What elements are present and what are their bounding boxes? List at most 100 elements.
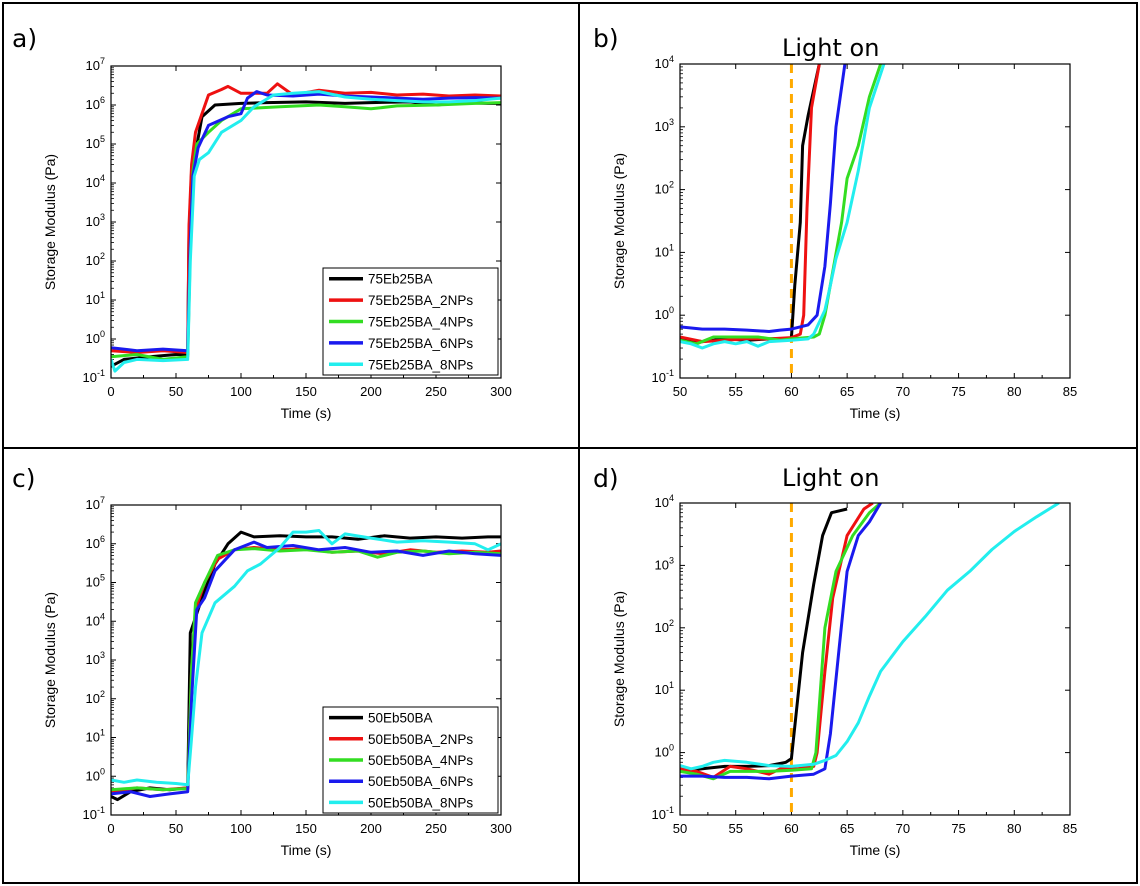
panel-c-ytick-label: 106 (86, 534, 105, 551)
panel-b-xtick-label: 60 (784, 384, 798, 399)
panel-b-xtick-label: 75 (951, 384, 965, 399)
panel-a-legend-label: 75Eb25BA_2NPs (368, 293, 473, 308)
panel-d-xtick-label: 60 (784, 821, 798, 836)
panel-b-xtick-label: 55 (728, 384, 742, 399)
panel-c-ytick-label: 105 (86, 573, 105, 590)
panel-c-series-group (111, 529, 501, 802)
panel-d-xtick-label: 75 (951, 821, 965, 836)
panel-a-xtick-label: 0 (107, 384, 114, 399)
panel-d-series-line-1 (680, 507, 848, 773)
panel-b-series-line-2 (680, 64, 821, 344)
panel-a-legend-label: 75Eb25BA_8NPs (368, 357, 473, 372)
panel-c-xtick-label: 250 (425, 821, 447, 836)
panel-a-letter: a) (12, 24, 37, 53)
panel-d-series-line-2 (680, 503, 874, 779)
panel-d-ytick-label: 104 (655, 493, 674, 510)
panel-c-legend-label: 50Eb50BA_2NPs (368, 732, 473, 747)
panel-a-xtick-label: 150 (295, 384, 317, 399)
panel-c-ytick-label: 10-1 (83, 805, 105, 822)
panel-a-ytick-label: 101 (86, 290, 105, 307)
panel-c-ytick-label: 104 (86, 611, 105, 628)
panel-c-xtick-label: 100 (230, 821, 252, 836)
panel-c-legend-label: 50Eb50BA_8NPs (368, 795, 473, 810)
panel-b-ytick-label: 103 (655, 117, 674, 134)
panel-b-series-group (680, 64, 886, 350)
panel-d-ytick-label: 102 (655, 618, 674, 635)
panel-d-ytick-label: 103 (655, 555, 674, 572)
panel-a-y-axis-title: Storage Modulus (Pa) (42, 154, 58, 290)
panel-d-series-line-5 (680, 503, 1060, 771)
panel-d: d) Light on 50 55 60 65 70 75 80 85 10-1 100 101 10… (593, 464, 1077, 858)
panel-a-ytick-label: 100 (86, 329, 105, 346)
panel-a-series-group (111, 82, 501, 373)
panel-c-ytick-label: 103 (86, 650, 105, 667)
panel-a-ytick-label: 103 (86, 212, 105, 229)
panel-d-xtick-label: 65 (840, 821, 854, 836)
panel-a-xtick-label: 300 (490, 384, 512, 399)
panel-a-ytick-label: 104 (86, 173, 105, 190)
panel-c-letter: c) (12, 464, 36, 493)
panel-d-ytick-label: 10-1 (652, 805, 674, 822)
panel-c-legend-label: 50Eb50BA_4NPs (368, 753, 473, 768)
panel-a-legend-label: 75Eb25BA_4NPs (368, 315, 473, 330)
panel-a-ytick-label: 107 (86, 56, 105, 73)
panel-a-ytick-label: 105 (86, 134, 105, 151)
panel-c-ytick-label: 100 (86, 766, 105, 783)
panel-c-plot-frame (110, 504, 502, 816)
panel-b-ytick-label: 102 (655, 180, 674, 197)
panel-b-xtick-label: 70 (896, 384, 910, 399)
panel-d-xtick-label: 70 (896, 821, 910, 836)
panel-b-light-on-label: Light on (782, 34, 879, 62)
panel-c-xtick-label: 50 (169, 821, 183, 836)
panel-b-xtick-label: 50 (673, 384, 687, 399)
panel-c-xtick-label: 150 (295, 821, 317, 836)
panel-b-xtick-label: 85 (1063, 384, 1077, 399)
panel-d-ytick-label: 101 (655, 680, 674, 697)
panel-b-plot-frame (679, 63, 1071, 379)
panel-a-ytick-label: 106 (86, 95, 105, 112)
panel-d-xtick-label: 50 (673, 821, 687, 836)
panel-c-x-axis-title: Time (s) (281, 842, 332, 858)
panel-b-series-line-5 (680, 64, 886, 350)
panel-d-series-line-4 (680, 503, 882, 781)
panel-a-xtick-label: 200 (360, 384, 382, 399)
panel-c-xtick-label: 200 (360, 821, 382, 836)
panel-a-plot-frame (110, 65, 502, 379)
panel-a-x-axis-title: Time (s) (281, 405, 332, 421)
panel-b-letter: b) (593, 24, 619, 53)
panel-c: c) 0 50 100 150 200 250 300 10-1 100 101 102 103 104… (12, 464, 512, 858)
panel-d-ytick-label: 100 (655, 743, 674, 760)
panel-d-xtick-label: 55 (728, 821, 742, 836)
panel-b-xtick-label: 65 (840, 384, 854, 399)
panel-a-xtick-label: 250 (425, 384, 447, 399)
panel-b-xtick-label: 80 (1007, 384, 1021, 399)
panel-d-xtick-label: 85 (1063, 821, 1077, 836)
panel-a-ytick-label: 10-1 (83, 368, 105, 385)
panel-d-plot-frame (679, 502, 1071, 816)
panel-b-x-axis-title: Time (s) (850, 405, 901, 421)
panel-b-series-line-3 (680, 64, 883, 346)
panel-a-series-line-5 (111, 90, 501, 373)
panel-c-ytick-label: 101 (86, 728, 105, 745)
panel-b-ytick-label: 100 (655, 305, 674, 322)
panel-d-xtick-label: 80 (1007, 821, 1021, 836)
panel-c-legend-label: 50Eb50BA_6NPs (368, 774, 473, 789)
panel-c-xtick-label: 300 (490, 821, 512, 836)
panel-b-series-line-4 (680, 64, 847, 333)
panel-b-series-line-1 (680, 64, 821, 344)
panel-c-y-axis-title: Storage Modulus (Pa) (42, 592, 58, 728)
panel-c-series-line-5 (111, 529, 501, 787)
panel-a-xtick-label: 100 (230, 384, 252, 399)
panel-a-legend-label: 75Eb25BA_6NPs (368, 336, 473, 351)
panel-c-series-line-4 (111, 540, 501, 798)
panel-d-light-on-label: Light on (782, 464, 879, 492)
panel-a-legend-label: 75Eb25BA (368, 272, 433, 287)
panel-d-series-group (680, 503, 1060, 781)
panel-a: a) 0 50 100 150 200 250 300 10-1 100 101 102 103 104… (12, 24, 512, 421)
panel-a-ytick-label: 102 (86, 251, 105, 268)
panel-b-ytick-label: 10-1 (652, 368, 674, 385)
panel-b-ytick-label: 104 (655, 54, 674, 71)
